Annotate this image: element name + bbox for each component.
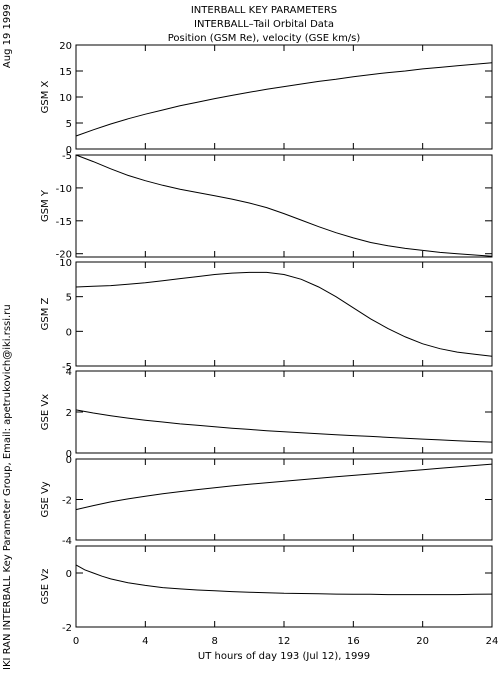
y-tick-label: -20 <box>56 250 72 261</box>
y-tick-label: -10 <box>56 184 72 195</box>
panel-frame <box>75 370 493 454</box>
y-tick-label: -2 <box>62 496 72 507</box>
y-tick-label: 0 <box>66 327 72 338</box>
x-axis-label: UT hours of day 193 (Jul 12), 1999 <box>198 651 370 662</box>
y-tick-label: 5 <box>66 293 72 304</box>
panel-2: -5 -10 -15 -20 GSM Y <box>40 151 493 261</box>
panel-frame <box>75 44 493 150</box>
y-tick-label: -5 <box>62 362 72 373</box>
y-tick-label: -5 <box>62 151 72 162</box>
x-tick-label: 12 <box>278 636 291 647</box>
y-tick-label: -2 <box>62 623 72 634</box>
header-line-1: INTERBALL KEY PARAMETERS <box>191 5 337 16</box>
x-tick-label: 8 <box>211 636 217 647</box>
date-stamp: Aug 19 1999 <box>2 4 13 68</box>
series-line <box>75 62 493 137</box>
y-tick-label: -4 <box>62 536 72 547</box>
x-tick-label: 24 <box>486 636 499 647</box>
header-line-2: INTERBALL–Tail Orbital Data <box>194 19 334 30</box>
y-tick-label: 10 <box>59 93 72 104</box>
x-tick-label: 20 <box>416 636 429 647</box>
panel-4: 0 2 4 GSE Vx <box>40 367 493 460</box>
y-axis-label: GSE Vz <box>40 569 51 605</box>
series-line <box>75 271 493 357</box>
x-tick-label: 16 <box>347 636 360 647</box>
y-tick-label: 15 <box>59 67 72 78</box>
y-tick-label: 0 <box>66 145 72 156</box>
panel-frame <box>75 545 493 628</box>
y-axis-label: GSM Y <box>40 189 51 222</box>
y-tick-label: 4 <box>66 367 72 378</box>
panel-frame <box>75 154 493 258</box>
y-tick-label: 10 <box>59 258 72 269</box>
panel-6: -2 0 GSE Vz <box>40 545 493 634</box>
y-tick-label: -15 <box>56 217 72 228</box>
panel-3: -5 0 5 10 GSM Z <box>40 258 493 373</box>
panel-1: 0 5 10 15 20 GSM X <box>40 41 493 156</box>
x-tick-label: 4 <box>142 636 148 647</box>
series-line <box>75 463 493 511</box>
y-tick-label: 0 <box>66 569 72 580</box>
panel-5: 0 -2 -4 GSE Vy <box>40 455 493 547</box>
y-axis-label: GSM X <box>40 80 51 113</box>
y-axis-label: GSE Vx <box>40 394 51 430</box>
panel-frame <box>75 261 493 367</box>
y-axis-label: GSE Vy <box>40 481 51 517</box>
series-line <box>75 154 493 257</box>
credit-line: IKI RAN INTERBALL Key Parameter Group, E… <box>2 304 13 670</box>
series-line <box>75 409 493 443</box>
y-tick-label: 0 <box>66 455 72 466</box>
y-tick-label: 2 <box>66 408 72 419</box>
y-axis-label: GSM Z <box>40 297 51 330</box>
header: INTERBALL KEY PARAMETERS INTERBALL–Tail … <box>168 5 361 44</box>
y-tick-label: 5 <box>66 119 72 130</box>
panel-frame <box>75 458 493 541</box>
y-tick-label: 0 <box>66 449 72 460</box>
header-line-3: Position (GSM Re), velocity (GSE km/s) <box>168 33 361 44</box>
series-line <box>75 564 493 596</box>
y-tick-label: 20 <box>59 41 72 52</box>
x-tick-label: 0 <box>73 636 79 647</box>
